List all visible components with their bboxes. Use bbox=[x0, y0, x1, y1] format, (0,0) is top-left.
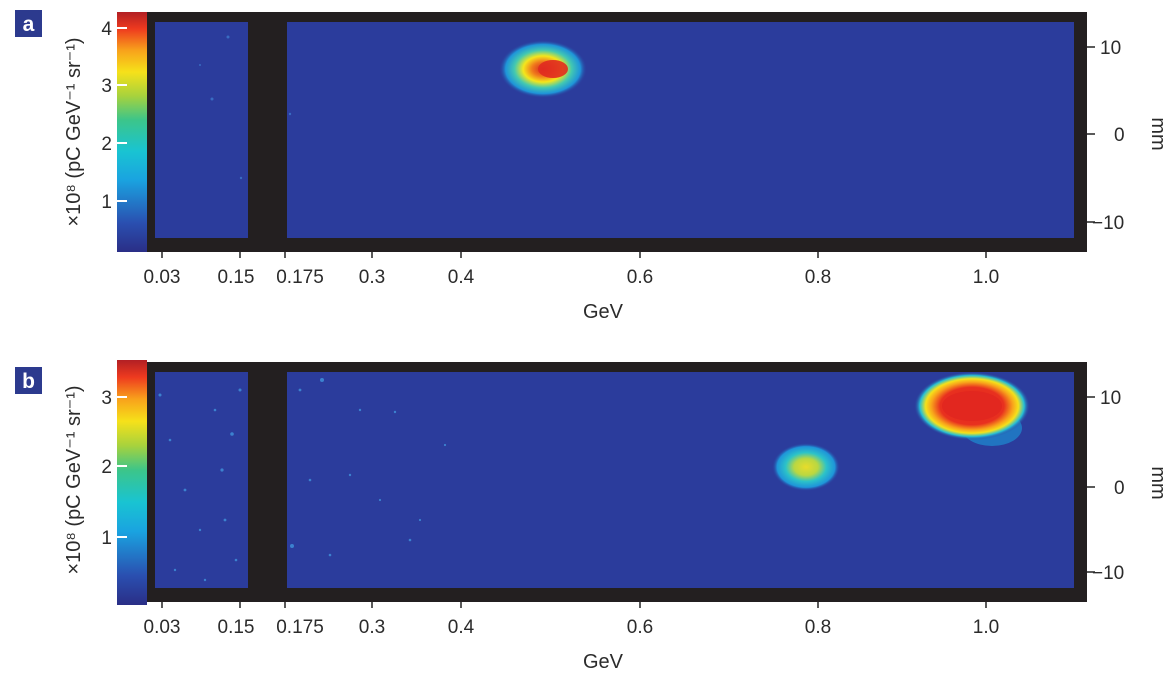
x-tick-label: 0.3 bbox=[359, 617, 385, 638]
x-tick-label: 0.175 bbox=[276, 617, 324, 638]
colorbar bbox=[117, 12, 147, 252]
right-tick-label: 0 bbox=[1114, 478, 1125, 499]
beam-spot bbox=[499, 40, 587, 98]
right-axis-title: mm bbox=[1147, 117, 1164, 150]
x-tick-label: 0.8 bbox=[805, 617, 831, 638]
x-tick-label: 0.03 bbox=[144, 267, 181, 288]
right-tick-label: −10 bbox=[1092, 563, 1124, 584]
x-tick-label: 0.6 bbox=[627, 267, 653, 288]
x-axis-ticks bbox=[161, 252, 987, 258]
x-tick-label: 0.6 bbox=[627, 617, 653, 638]
colorbar-tick-label: 1 bbox=[101, 192, 112, 213]
panel-label-box bbox=[15, 10, 42, 37]
colorbar-tick-label: 3 bbox=[101, 76, 112, 97]
beam-spot bbox=[914, 372, 1030, 446]
x-tick-label: 0.4 bbox=[448, 267, 475, 288]
heatmap-chart-b: b 1 2 3 ×10⁸ (pC GeV⁻¹ sr⁻¹) bbox=[15, 360, 1164, 673]
detector-segment-low bbox=[155, 372, 248, 588]
right-axis-ticks bbox=[1087, 46, 1095, 223]
colorbar-tick-label: 2 bbox=[101, 134, 112, 155]
x-tick-label: 0.8 bbox=[805, 267, 831, 288]
x-tick-label: 0.175 bbox=[276, 267, 324, 288]
x-axis-title: GeV bbox=[583, 651, 624, 673]
colorbar-ticks bbox=[117, 396, 127, 538]
right-tick-label: 10 bbox=[1100, 38, 1121, 59]
colorbar-title: ×10⁸ (pC GeV⁻¹ sr⁻¹) bbox=[63, 385, 85, 574]
x-tick-label: 0.15 bbox=[218, 267, 255, 288]
colorbar-tick-label: 2 bbox=[101, 457, 112, 478]
x-tick-label: 0.3 bbox=[359, 267, 385, 288]
colorbar-tick-label: 4 bbox=[101, 19, 112, 40]
colorbar-title: ×10⁸ (pC GeV⁻¹ sr⁻¹) bbox=[63, 37, 85, 226]
panel-label: a bbox=[23, 13, 35, 36]
colorbar-tick-label: 3 bbox=[101, 388, 112, 409]
x-tick-label: 0.03 bbox=[144, 617, 181, 638]
x-axis-ticks bbox=[161, 602, 987, 608]
x-tick-label: 0.15 bbox=[218, 617, 255, 638]
x-tick-label: 1.0 bbox=[973, 617, 999, 638]
x-axis-title: GeV bbox=[583, 301, 624, 323]
panel-a: a 1 2 3 4 ×10⁸ (pC GeV⁻¹ sr⁻¹) bbox=[0, 0, 1164, 330]
detector-segment-high bbox=[287, 22, 1074, 238]
x-tick-label: 0.4 bbox=[448, 617, 475, 638]
colorbar-tick-label: 1 bbox=[101, 528, 112, 549]
right-tick-label: 10 bbox=[1100, 388, 1121, 409]
right-tick-label: 0 bbox=[1114, 125, 1125, 146]
panel-label-box bbox=[15, 367, 42, 394]
x-tick-label: 1.0 bbox=[973, 267, 999, 288]
noise-speckles bbox=[158, 378, 447, 582]
noise-speckles bbox=[199, 35, 292, 180]
right-axis-title: mm bbox=[1147, 466, 1164, 499]
beam-spot bbox=[772, 443, 840, 491]
right-tick-label: −10 bbox=[1092, 213, 1124, 234]
heatmap-chart-a: a 1 2 3 4 ×10⁸ (pC GeV⁻¹ sr⁻¹) bbox=[15, 10, 1164, 323]
detector-segment-low bbox=[155, 22, 248, 238]
colorbar bbox=[117, 360, 147, 605]
colorbar-ticks bbox=[117, 27, 127, 202]
right-axis-ticks bbox=[1087, 396, 1095, 573]
panel-b: b 1 2 3 ×10⁸ (pC GeV⁻¹ sr⁻¹) bbox=[0, 350, 1164, 673]
panel-label: b bbox=[22, 370, 35, 393]
